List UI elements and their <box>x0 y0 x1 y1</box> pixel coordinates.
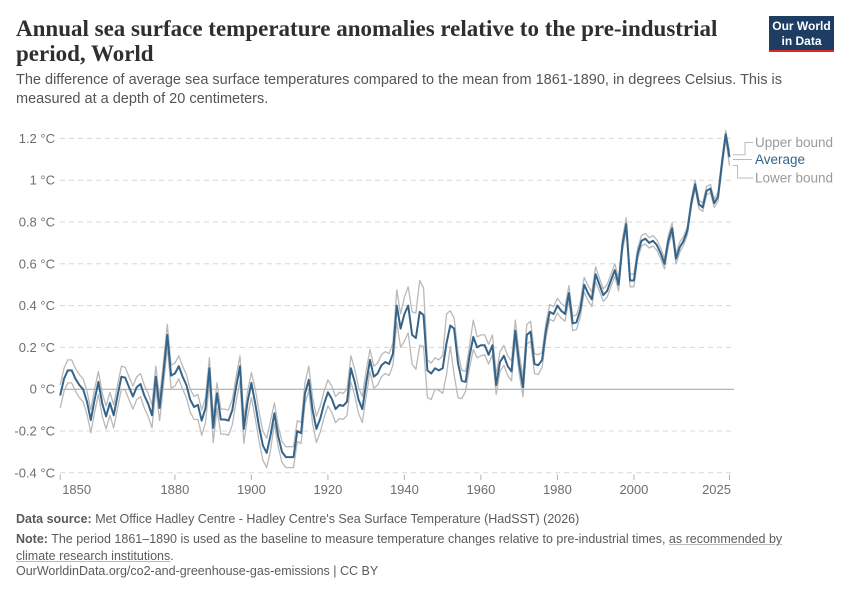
svg-text:0.6 °C: 0.6 °C <box>19 256 55 271</box>
svg-text:1 °C: 1 °C <box>30 173 55 188</box>
svg-text:1980: 1980 <box>543 482 572 497</box>
svg-text:2000: 2000 <box>619 482 648 497</box>
svg-text:0 °C: 0 °C <box>30 382 55 397</box>
svg-text:1.2 °C: 1.2 °C <box>19 131 55 146</box>
svg-text:1920: 1920 <box>313 482 342 497</box>
svg-text:1900: 1900 <box>237 482 266 497</box>
svg-text:2025: 2025 <box>702 482 731 497</box>
svg-text:-0.4 °C: -0.4 °C <box>14 465 55 480</box>
svg-text:1850: 1850 <box>62 482 91 497</box>
svg-text:0.4 °C: 0.4 °C <box>19 298 55 313</box>
svg-text:1880: 1880 <box>160 482 189 497</box>
svg-text:1960: 1960 <box>466 482 495 497</box>
svg-text:0.8 °C: 0.8 °C <box>19 215 55 230</box>
svg-text:Average: Average <box>755 152 805 167</box>
svg-text:1940: 1940 <box>390 482 419 497</box>
svg-text:-0.2 °C: -0.2 °C <box>14 424 55 439</box>
svg-text:0.2 °C: 0.2 °C <box>19 340 55 355</box>
svg-text:Lower bound: Lower bound <box>755 171 833 186</box>
svg-text:Upper bound: Upper bound <box>755 135 833 150</box>
